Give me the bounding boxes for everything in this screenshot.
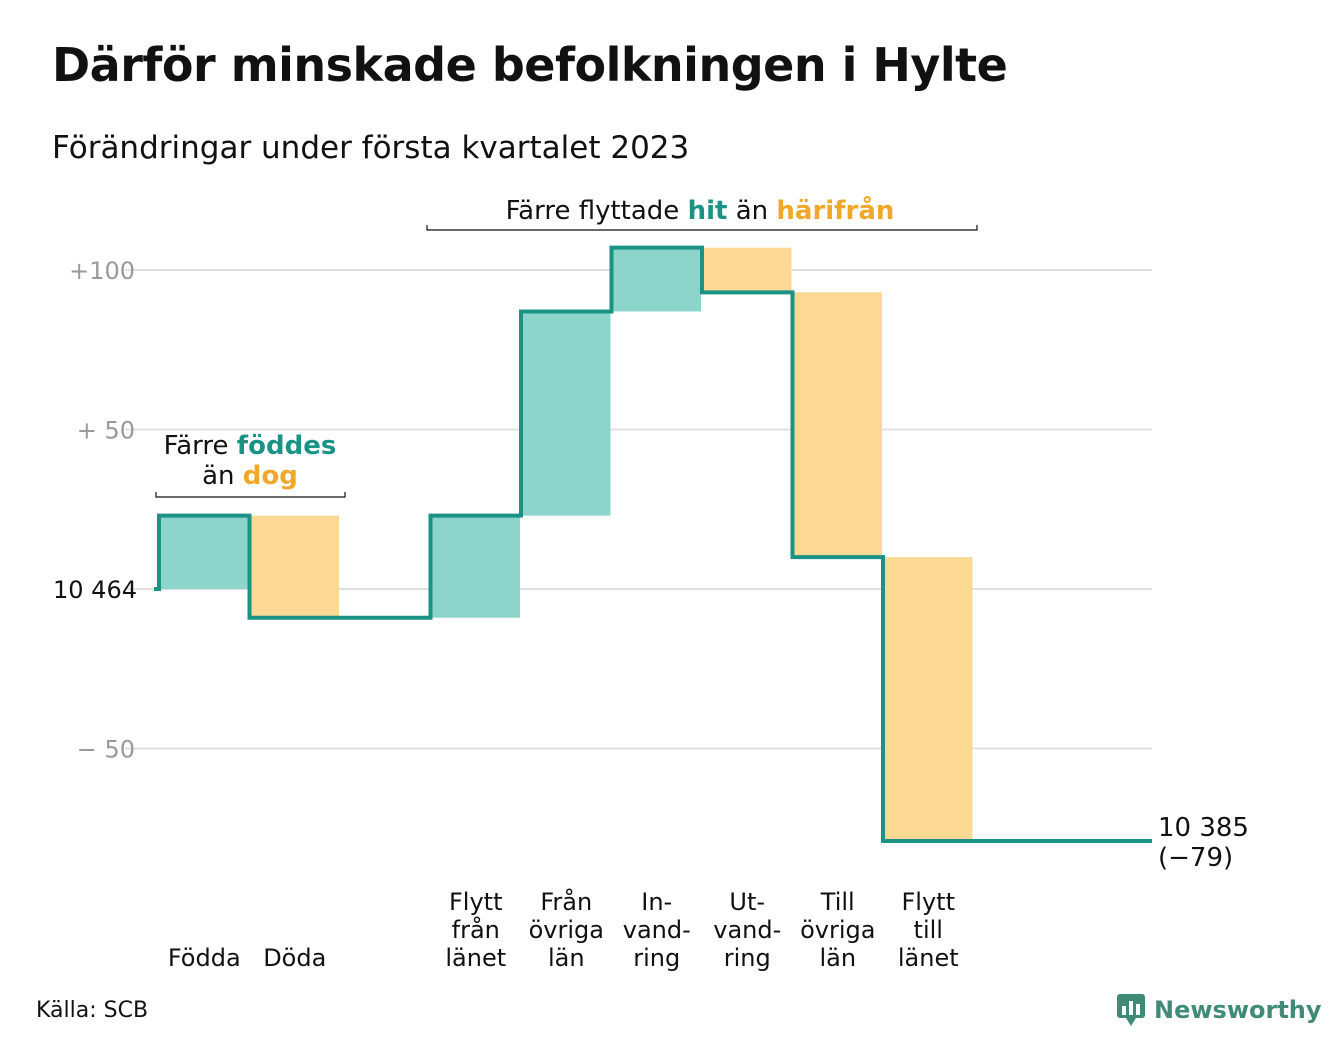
population-step-line bbox=[154, 245, 1152, 844]
category-label: Ut- bbox=[729, 888, 765, 916]
births-bracket bbox=[155, 492, 346, 498]
inflow-bar bbox=[522, 311, 611, 516]
start-value-label: 10 464 bbox=[53, 576, 137, 604]
category-label: Döda bbox=[263, 944, 326, 972]
category-label: Födda bbox=[168, 944, 241, 972]
y-tick-label: + 50 bbox=[77, 417, 135, 445]
newsworthy-logo-icon bbox=[1117, 994, 1145, 1026]
category-label: vand- bbox=[623, 916, 691, 944]
category-label: från bbox=[452, 915, 500, 944]
moves-bracket bbox=[426, 225, 978, 231]
end-change-label: (−79) bbox=[1158, 843, 1233, 873]
category-label: till bbox=[914, 916, 943, 944]
brand-name: Newsworthy bbox=[1154, 996, 1322, 1024]
category-label: län bbox=[548, 944, 585, 972]
category-label: länet bbox=[898, 944, 959, 972]
category-label: Flytt bbox=[449, 888, 503, 916]
chart-title: Därför minskade befolkningen i Hylte bbox=[52, 38, 1008, 92]
category-label: Från bbox=[540, 887, 592, 916]
outflow-bar bbox=[703, 247, 792, 293]
category-label: ring bbox=[633, 944, 680, 972]
y-tick-label: +100 bbox=[69, 257, 135, 285]
y-tick-label: − 50 bbox=[77, 736, 135, 764]
category-label: ring bbox=[724, 944, 771, 972]
inflow-bar bbox=[431, 515, 520, 618]
inflow-bar bbox=[612, 247, 701, 312]
births-annotation-line2: än dog bbox=[202, 461, 298, 491]
outflow-bar bbox=[793, 292, 882, 558]
category-label: övriga bbox=[529, 916, 604, 944]
source-label: Källa: SCB bbox=[36, 998, 149, 1023]
births-annotation-line1: Färre föddes bbox=[164, 431, 337, 461]
category-label: länet bbox=[445, 944, 506, 972]
category-label: övriga bbox=[800, 916, 875, 944]
brand-logo: Newsworthy bbox=[1116, 993, 1322, 1027]
category-label: Flytt bbox=[902, 888, 956, 916]
outflow-bar bbox=[250, 515, 339, 618]
end-value-label: 10 385 bbox=[1158, 813, 1249, 843]
outflow-bar bbox=[884, 557, 973, 842]
category-label: län bbox=[819, 944, 856, 972]
moves-annotation: Färre flyttade hit än härifrån bbox=[506, 194, 895, 226]
category-label: vand- bbox=[713, 916, 781, 944]
chart-subtitle: Förändringar under första kvartalet 2023 bbox=[52, 130, 690, 166]
category-label: Till bbox=[820, 888, 855, 916]
category-label: In- bbox=[641, 888, 672, 916]
inflow-bar bbox=[160, 515, 249, 589]
